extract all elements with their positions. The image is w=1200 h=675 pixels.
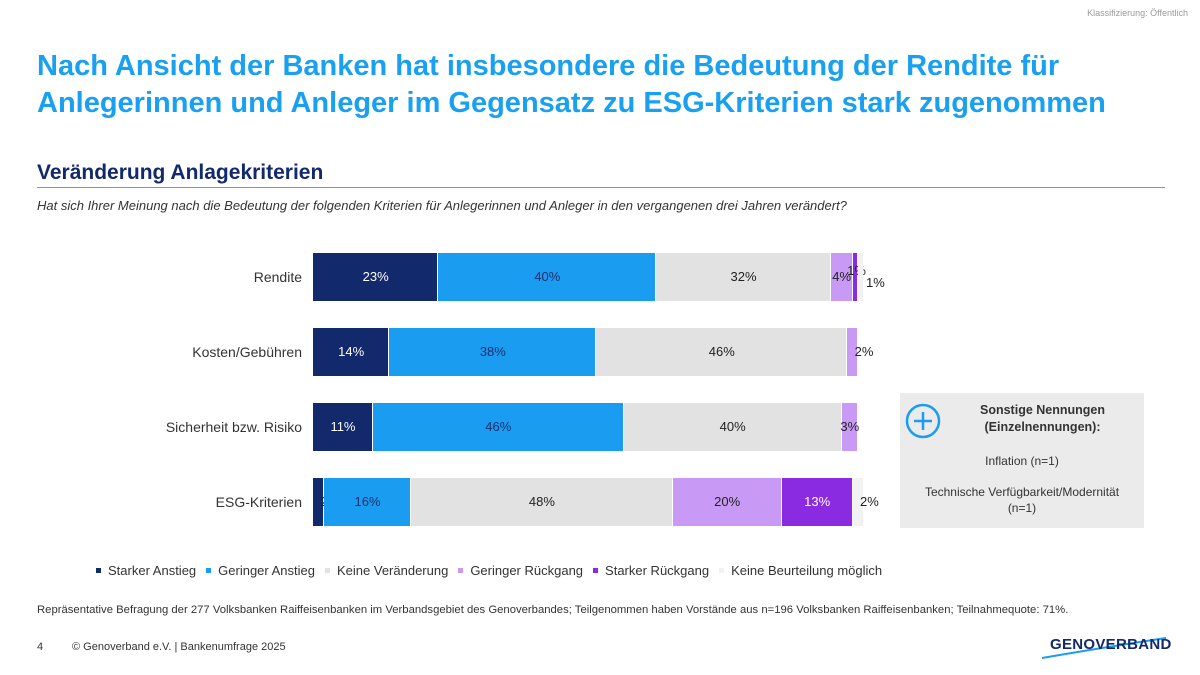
- data-label: 2%: [320, 494, 340, 509]
- bar-segment: [313, 328, 390, 376]
- data-label: 20%: [714, 494, 741, 509]
- chart-legend: Starker Anstieg Geringer Anstieg Keine Ver…: [96, 563, 892, 578]
- bar-segment: [656, 253, 831, 301]
- section-title: Veränderung Anlagekriterien: [37, 161, 324, 184]
- data-label: 1%: [847, 263, 866, 278]
- legend-swatch: [719, 568, 725, 573]
- logo-text: GENOVERBAND: [1050, 636, 1172, 653]
- category-label: Kosten/Gebühren: [192, 344, 302, 360]
- other-mentions-box: Sonstige Nennungen (Einzelnennungen): In…: [900, 393, 1144, 528]
- bar-segment: [313, 253, 439, 301]
- bar-segment: [852, 253, 858, 301]
- data-label: 38%: [479, 344, 506, 359]
- callout-title: Sonstige Nennungen (Einzelnennungen):: [980, 403, 1105, 434]
- callout-item: Inflation (n=1): [985, 454, 1059, 468]
- bar-segment: [313, 403, 373, 451]
- legend-swatch: [458, 568, 464, 573]
- legend-swatch: [325, 568, 330, 573]
- bar-segment: [438, 253, 657, 301]
- data-label: 2%: [854, 344, 874, 359]
- callout-item: Technische Verfügbarkeit/Modernität (n=1…: [924, 485, 1120, 515]
- data-label: 40%: [534, 269, 561, 284]
- bar-segment: [313, 478, 324, 526]
- legend-label: Starker Rückgang: [605, 563, 710, 578]
- plus-circle-icon: [905, 403, 941, 439]
- legend-item: Geringer Anstieg: [206, 563, 315, 578]
- bar-segment: [411, 478, 673, 526]
- slide-title: Nach Ansicht der Banken hat insbesondere…: [37, 50, 1106, 119]
- data-label: 48%: [528, 494, 555, 509]
- legend-item: Keine Veränderung: [325, 563, 448, 578]
- logo-swoosh-icon: [1041, 637, 1167, 659]
- legend-item: Starker Rückgang: [593, 563, 709, 578]
- data-label: 1%: [866, 275, 885, 290]
- category-label: Sicherheit bzw. Risiko: [165, 419, 302, 435]
- data-label: 2%: [860, 494, 879, 509]
- bar-segment: [389, 328, 597, 376]
- bar-segment: [847, 328, 858, 376]
- legend-label: Geringer Rückgang: [470, 563, 584, 578]
- classification-label: Klassifizierung: Öffentlich: [1087, 8, 1188, 18]
- bar-segment: [830, 253, 853, 301]
- legend-item: Keine Beurteilung möglich: [719, 563, 882, 578]
- data-label: 40%: [719, 419, 746, 434]
- data-label: 3%: [840, 419, 860, 434]
- legend-label: Geringer Anstieg: [218, 563, 315, 578]
- legend-label: Starker Anstieg: [108, 563, 197, 578]
- bar-segment: [672, 478, 782, 526]
- legend-item: Starker Anstieg: [96, 563, 196, 578]
- category-label: ESG-Kriterien: [215, 494, 302, 510]
- data-label: 4%: [832, 269, 852, 284]
- legend-swatch: [206, 568, 212, 573]
- data-label: 23%: [362, 269, 389, 284]
- legend-swatch: [593, 568, 599, 573]
- data-label: 14%: [338, 344, 365, 359]
- category-label: Rendite: [253, 269, 302, 285]
- genoverband-logo: GENOVERBAND: [1040, 634, 1172, 660]
- data-label: 46%: [708, 344, 735, 359]
- bar-segment: [858, 253, 864, 301]
- bar-segment: [841, 403, 858, 451]
- bar-segment: [781, 478, 853, 526]
- data-label: 46%: [485, 419, 512, 434]
- data-label: 32%: [730, 269, 757, 284]
- legend-label: Keine Beurteilung möglich: [731, 563, 883, 578]
- legend-label: Keine Veränderung: [337, 563, 449, 578]
- legend-swatch: [96, 568, 101, 573]
- bar-segment: [596, 328, 848, 376]
- bar-segment: [852, 478, 864, 526]
- data-label: 13%: [804, 494, 831, 509]
- bar-segment: [623, 403, 842, 451]
- page-number: 4: [37, 641, 44, 653]
- data-label: 11%: [330, 419, 356, 434]
- copyright-notice: © Genoverband e.V. | Bankenumfrage 2025: [72, 641, 286, 653]
- methodology-footnote: Repräsentative Befragung der 277 Volksba…: [37, 604, 1069, 616]
- section-divider: [37, 187, 1165, 188]
- legend-item: Geringer Rückgang: [458, 563, 583, 578]
- data-label: 16%: [354, 494, 381, 509]
- bar-segment: [372, 403, 624, 451]
- bar-segment: [323, 478, 412, 526]
- survey-question: Hat sich Ihrer Meinung nach die Bedeutun…: [37, 198, 847, 213]
